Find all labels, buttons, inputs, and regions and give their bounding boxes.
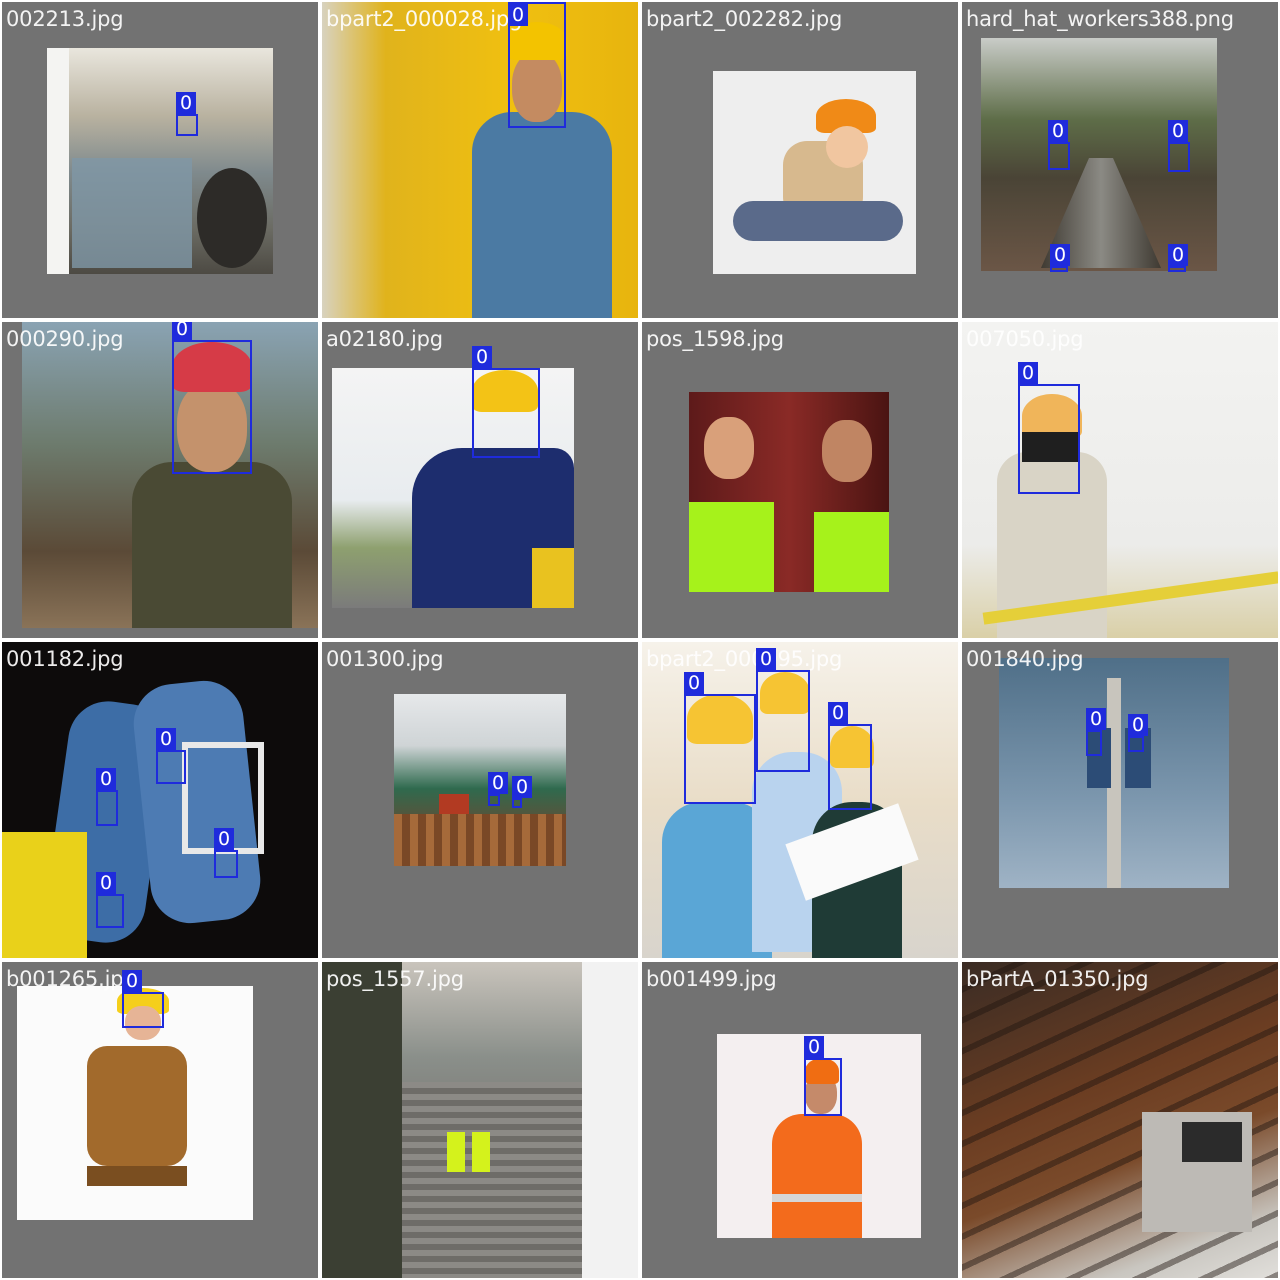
class-label: 0 xyxy=(508,4,528,26)
detection-box: 0 xyxy=(828,702,872,810)
detection-box: 0 xyxy=(1086,708,1106,756)
class-label: 0 xyxy=(1128,714,1148,736)
image-filename: 001182.jpg xyxy=(6,647,124,671)
image-filename: 001300.jpg xyxy=(326,647,444,671)
tile-2[interactable]: 0 bpart2_000028.jpg xyxy=(320,0,640,320)
tile-image xyxy=(717,1034,921,1238)
image-filename: a02180.jpg xyxy=(326,327,443,351)
class-label: 0 xyxy=(512,776,532,798)
tile-image xyxy=(332,368,574,608)
detection-box: 0 xyxy=(96,768,118,826)
class-label: 0 xyxy=(214,828,234,850)
image-filename: bPartA_01350.jpg xyxy=(966,967,1149,991)
class-label: 0 xyxy=(804,1036,824,1058)
image-filename: 007050.jpg xyxy=(966,327,1084,351)
class-label: 0 xyxy=(472,346,492,368)
detection-box: 0 xyxy=(1168,120,1190,172)
detection-box: 0 xyxy=(1018,362,1080,494)
detection-box: 0 xyxy=(508,2,566,128)
class-label: 0 xyxy=(1086,708,1106,730)
tile-7[interactable]: pos_1598.jpg xyxy=(640,320,960,640)
image-filename: hard_hat_workers388.png xyxy=(966,7,1234,31)
detection-box: 0 xyxy=(1050,244,1070,272)
class-label: 0 xyxy=(96,768,116,790)
tile-image xyxy=(322,962,638,1278)
detection-box: 0 xyxy=(472,346,540,458)
tile-12[interactable]: 0 0 001840.jpg xyxy=(960,640,1280,960)
tile-3[interactable]: bpart2_002282.jpg xyxy=(640,0,960,320)
class-label: 0 xyxy=(1168,120,1188,142)
detection-box: 0 xyxy=(1048,120,1070,170)
tile-4[interactable]: 0 0 0 0 hard_hat_workers388.png xyxy=(960,0,1280,320)
tile-image xyxy=(962,962,1278,1278)
image-filename: 000290.jpg xyxy=(6,327,124,351)
tile-image xyxy=(713,71,916,274)
image-filename: pos_1598.jpg xyxy=(646,327,784,351)
class-label: 0 xyxy=(156,728,176,750)
detection-box: 0 xyxy=(156,728,186,784)
tile-6[interactable]: 0 a02180.jpg xyxy=(320,320,640,640)
tile-14[interactable]: pos_1557.jpg xyxy=(320,960,640,1280)
detection-box: 0 xyxy=(176,92,198,136)
detection-box: 0 xyxy=(172,322,252,474)
detection-box: 0 xyxy=(756,648,810,772)
class-label: 0 xyxy=(122,970,142,992)
class-label: 0 xyxy=(172,322,192,340)
tile-15[interactable]: 0 b001499.jpg xyxy=(640,960,960,1280)
image-filename: b001499.jpg xyxy=(646,967,777,991)
tile-image xyxy=(394,694,566,866)
image-filename: bpart2_002282.jpg xyxy=(646,7,843,31)
detection-box: 0 xyxy=(804,1036,842,1116)
tile-image xyxy=(962,322,1278,638)
class-label: 0 xyxy=(96,872,116,894)
image-filename: pos_1557.jpg xyxy=(326,967,464,991)
detection-box: 0 xyxy=(122,970,164,1028)
image-filename: 002213.jpg xyxy=(6,7,124,31)
class-label: 0 xyxy=(488,772,508,794)
tile-11[interactable]: 0 0 0 bpart2_000095.jpg xyxy=(640,640,960,960)
image-filename: bpart2_000095.jpg xyxy=(646,647,843,671)
tile-image xyxy=(322,2,638,318)
class-label: 0 xyxy=(684,672,704,694)
tile-image xyxy=(47,48,273,274)
class-label: 0 xyxy=(176,92,196,114)
tile-image xyxy=(22,322,318,628)
image-filename: bpart2_000028.jpg xyxy=(326,7,523,31)
detection-box: 0 xyxy=(214,828,238,878)
detection-box: 0 xyxy=(488,772,508,806)
detection-box: 0 xyxy=(96,872,124,928)
class-label: 0 xyxy=(828,702,848,724)
class-label: 0 xyxy=(1048,120,1068,142)
tile-image xyxy=(999,658,1229,888)
tile-image xyxy=(689,392,889,592)
tile-8[interactable]: 0 007050.jpg xyxy=(960,320,1280,640)
detection-box: 0 xyxy=(512,776,532,808)
tile-9[interactable]: 0 0 0 0 001182.jpg xyxy=(0,640,320,960)
tile-1[interactable]: 0 002213.jpg xyxy=(0,0,320,320)
detection-box: 0 xyxy=(1168,244,1188,272)
detection-box: 0 xyxy=(1128,714,1148,752)
class-label: 0 xyxy=(1050,244,1070,266)
tile-image xyxy=(2,642,318,958)
detection-box: 0 xyxy=(684,672,756,804)
class-label: 0 xyxy=(756,648,776,670)
tile-16[interactable]: bPartA_01350.jpg xyxy=(960,960,1280,1280)
tile-image xyxy=(981,38,1217,271)
tile-13[interactable]: 0 b001265.jpg xyxy=(0,960,320,1280)
image-filename: b001265.jpg xyxy=(6,967,137,991)
class-label: 0 xyxy=(1168,244,1188,266)
tile-5[interactable]: 0 000290.jpg xyxy=(0,320,320,640)
class-label: 0 xyxy=(1018,362,1038,384)
image-filename: 001840.jpg xyxy=(966,647,1084,671)
tile-10[interactable]: 0 0 001300.jpg xyxy=(320,640,640,960)
